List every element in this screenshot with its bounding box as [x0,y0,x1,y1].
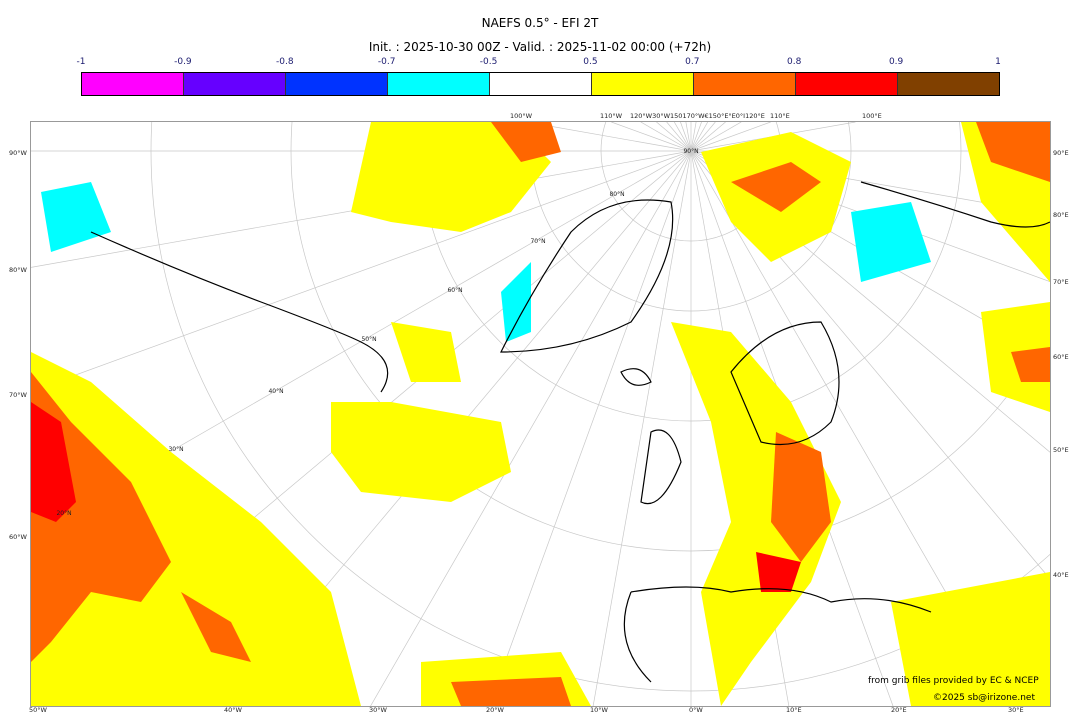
warm-anomaly-middle-east [891,572,1050,706]
warm-anomaly-siberia-strong [731,162,821,212]
colorbar-tick: 0.9 [888,57,904,67]
axis-label: 30°E [1008,706,1024,714]
axis-label: 40°W [224,706,242,714]
coast-siberia [860,181,1050,228]
axis-label: 10°E [786,706,802,714]
colorbar-tick: 0.5 [583,57,598,67]
coastlines [90,181,1050,683]
warm-anomaly-labrador [391,322,461,382]
warm-anomaly-arctic [491,122,561,162]
warm-anomaly-asia-north-strong [976,122,1050,182]
colorbar-tick: -0.8 [275,57,294,67]
axis-label: 20°W [486,706,504,714]
latitude-label: 90°N [683,148,698,155]
colorbar-tick: 0.7 [685,57,700,67]
map-svg: 90°N 80°N 70°N 60°N 50°N 40°N 30°N 20°N [31,122,1050,706]
colorbar-tick: 0.8 [787,57,802,67]
axis-label: 70°W [9,391,27,399]
colorbar-segment [184,73,286,95]
axis-label: 40°E [1053,571,1069,579]
map-panel: 90°N 80°N 70°N 60°N 50°N 40°N 30°N 20°N [30,121,1051,707]
axis-label: 110°W [600,112,623,120]
axis-label: 80°W [9,266,27,274]
coast-scandinavia [730,321,840,446]
latitude-label: 80°N [609,191,624,198]
latitude-label: 50°N [361,336,376,343]
copyright: ©2025 sb@irizone.net [933,693,1035,703]
cold-anomaly-greenland [501,262,531,342]
latitude-label: 70°N [530,238,545,245]
axis-label: 60°W [9,533,27,541]
axis-label: 20°E [891,706,907,714]
warm-anomaly-atlantic-strong [31,372,171,662]
latitude-label: 30°N [168,446,183,453]
axis-label: 0°W [689,706,703,714]
axis-label: 10°W [590,706,608,714]
colorbar-tick: 1 [995,57,1001,67]
warm-anomaly-asia-strong [1011,347,1050,382]
cold-anomaly-alaska [41,182,111,252]
axis-label: 100°W [510,112,533,120]
colorbar-segment [796,73,898,95]
axis-label: 80°E [1053,211,1069,219]
figure-title: NAEFS 0.5° - EFI 2T [481,16,599,30]
efi-field [31,122,1050,706]
colorbar-tick: -0.7 [377,57,396,67]
warm-anomaly-europe [671,322,841,706]
warm-anomaly-patch [181,592,251,662]
colorbar-segment [286,73,388,95]
latitude-label: 20°N [56,510,71,517]
figure-subtitle: Init. : 2025-10-30 00Z - Valid. : 2025-1… [368,40,712,54]
source-credit: from grib files provided by EC & NCEP [868,676,1039,686]
coast-europe-south [623,586,932,683]
latitude-label: 60°N [447,287,462,294]
axis-label: 90°W [9,149,27,157]
axis-label: 90°E [1053,149,1069,157]
axis-label: 30°W [369,706,387,714]
coast-greenland [500,199,674,353]
colorbar-tick: -0.9 [174,57,192,67]
latitude-labels: 90°N 80°N 70°N 60°N 50°N 40°N 30°N 20°N [56,148,698,517]
axis-label: 100°E [862,112,882,120]
colorbar-tick: -1 [76,57,86,67]
warm-anomaly-canada [351,122,551,232]
coast-british-isles [640,429,682,505]
colorbar-segment [694,73,796,95]
latitude-label: 40°N [268,388,283,395]
axis-label: 50°W [29,706,47,714]
axis-label: 70°E [1053,278,1069,286]
colorbar-tick: -0.5 [479,57,498,67]
warm-anomaly-atlantic [31,352,361,706]
warm-anomaly-central-europe [771,432,831,562]
axis-label: 60°E [1053,353,1069,361]
coast-iceland [620,368,652,386]
colorbar-segment [82,73,184,95]
coast-north-america [90,231,389,393]
colorbar-segment [388,73,490,95]
warm-anomaly-midatlantic [331,402,511,502]
axis-label: 50°E [1053,446,1069,454]
cold-anomaly-siberia [851,202,931,282]
warm-anomaly-subtropics-strong [451,677,571,706]
warm-anomaly-alps [756,552,801,592]
colorbar [81,72,1000,96]
colorbar-segment [898,73,999,95]
colorbar-segment [592,73,694,95]
colorbar-segment [490,73,592,95]
axis-label: 120°W30°W150170°W€150°E°E0°I120°E [630,112,765,120]
warm-anomaly-atlantic-extreme [31,402,76,522]
axis-label: 110°E [770,112,790,120]
